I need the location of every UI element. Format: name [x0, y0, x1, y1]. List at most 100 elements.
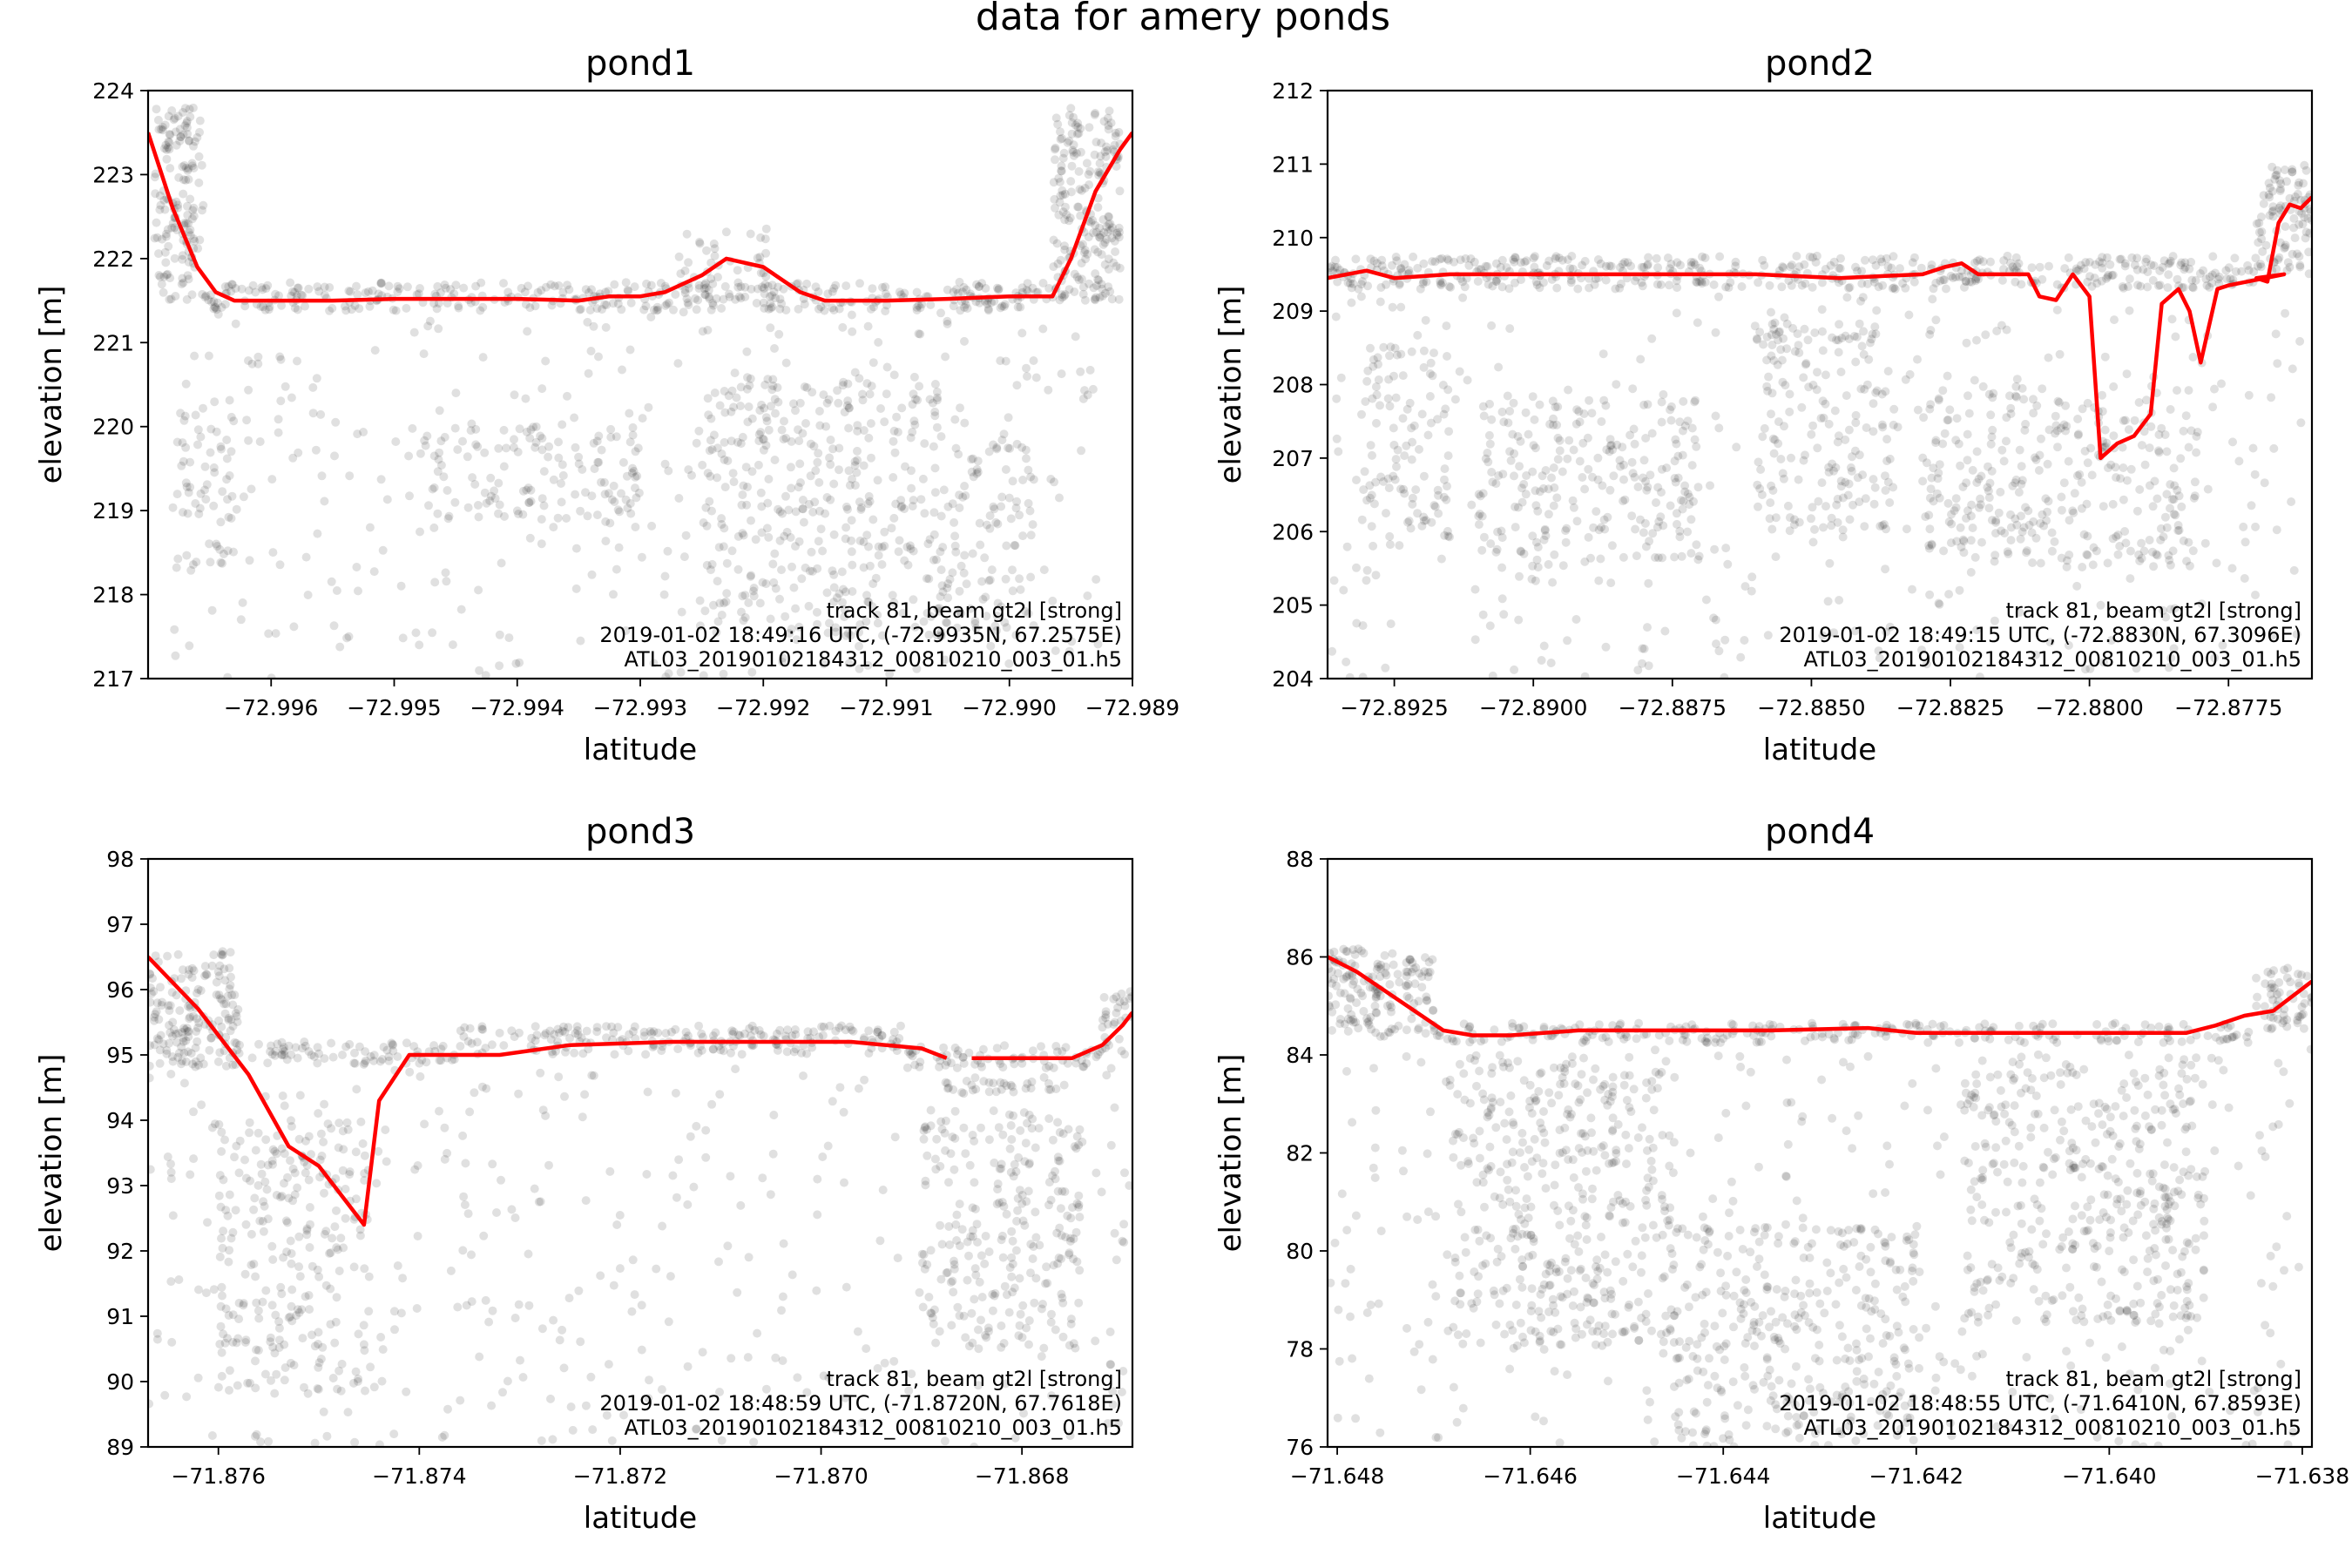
photon-point — [279, 1253, 288, 1262]
photon-point — [1679, 497, 1688, 506]
photon-point — [154, 271, 164, 280]
photon-point — [1502, 263, 1511, 273]
photon-point — [345, 471, 355, 481]
photon-point — [700, 280, 709, 289]
photon-point — [166, 1028, 175, 1037]
photon-point — [160, 247, 170, 257]
photon-point — [537, 515, 546, 524]
photon-point — [1841, 477, 1850, 487]
photon-point — [1098, 215, 1108, 224]
photon-point — [1593, 255, 1603, 264]
photon-point — [1084, 170, 1093, 179]
photon-point — [1767, 320, 1777, 329]
photon-point — [906, 433, 916, 443]
photon-point — [986, 641, 996, 651]
photon-point — [1601, 642, 1611, 652]
photon-point — [159, 287, 168, 297]
photon-point — [282, 1055, 292, 1064]
photon-point — [1662, 463, 1672, 473]
photon-point — [1391, 393, 1401, 402]
photon-point — [710, 251, 720, 260]
photon-point — [860, 1075, 869, 1085]
photon-point — [733, 1031, 743, 1039]
photon-point — [341, 1042, 351, 1051]
photon-point — [304, 1175, 314, 1185]
photon-point — [804, 601, 814, 611]
photon-point — [1638, 473, 1647, 483]
photon-point — [152, 1007, 161, 1017]
photon-point — [1584, 532, 1593, 542]
photon-point — [2195, 269, 2205, 278]
photon-point — [738, 529, 747, 538]
photon-point — [2189, 493, 2199, 503]
photon-point — [2099, 502, 2108, 511]
photon-point — [236, 615, 246, 625]
photon-point — [1690, 435, 1700, 444]
subplot-title: pond1 — [585, 44, 695, 84]
photon-point — [1474, 265, 1484, 274]
photon-point — [1408, 437, 1417, 447]
photon-point — [249, 1205, 259, 1214]
photon-point — [992, 1200, 1002, 1209]
photon-point — [314, 287, 324, 296]
photon-point — [1555, 446, 1565, 456]
photon-point — [1902, 524, 1911, 534]
photon-point — [2275, 186, 2285, 196]
photon-point — [1386, 619, 1396, 629]
photon-point — [1918, 476, 1928, 486]
photon-point — [853, 1327, 862, 1336]
photon-point — [1078, 289, 1088, 299]
photon-point — [498, 1388, 507, 1397]
photon-point — [1075, 1213, 1085, 1222]
photon-point — [148, 1399, 154, 1409]
photon-point — [1731, 257, 1740, 267]
photon-point — [2153, 551, 2162, 560]
photon-point — [520, 287, 530, 297]
photon-point — [488, 1159, 497, 1169]
photon-point — [2031, 533, 2041, 543]
photon-point — [184, 227, 193, 237]
photon-point — [1904, 310, 1914, 320]
photon-point — [2087, 281, 2097, 291]
photon-point — [1114, 233, 1124, 242]
photon-point — [587, 1071, 597, 1080]
photon-point — [2059, 478, 2069, 488]
photon-point — [740, 1029, 749, 1038]
photon-point — [1972, 256, 1982, 266]
photon-point — [558, 1026, 567, 1036]
photon-point — [335, 1119, 344, 1128]
photon-point — [952, 623, 962, 632]
photon-point — [184, 164, 193, 173]
photon-point — [647, 1029, 657, 1038]
photon-point — [1023, 1119, 1032, 1128]
photon-point — [432, 304, 442, 314]
photon-point — [2166, 405, 2175, 414]
photon-point — [659, 590, 669, 599]
photon-point — [2132, 253, 2142, 263]
photon-point — [1584, 464, 1593, 474]
photon-point — [885, 669, 895, 679]
photon-point — [1390, 475, 1400, 484]
photon-point — [943, 502, 953, 511]
photon-point — [841, 534, 850, 544]
photon-point — [294, 1232, 304, 1241]
photon-point — [824, 395, 834, 404]
photon-point — [1838, 525, 1848, 535]
photon-point — [816, 524, 826, 534]
photon-point — [1956, 523, 1965, 532]
photon-point — [1538, 278, 1548, 287]
photon-point — [980, 1259, 990, 1268]
photon-point — [1827, 521, 1836, 531]
photon-point — [260, 305, 270, 314]
photon-point — [2036, 518, 2045, 528]
photon-point — [996, 1059, 1005, 1069]
photon-point — [564, 285, 574, 294]
photon-point — [565, 1033, 574, 1043]
photon-point — [188, 560, 198, 570]
photon-point — [525, 434, 535, 443]
photon-point — [1402, 967, 1411, 977]
photon-point — [578, 1049, 588, 1058]
photon-point — [1095, 223, 1105, 233]
photon-point — [977, 1251, 986, 1260]
photon-point — [497, 558, 506, 568]
